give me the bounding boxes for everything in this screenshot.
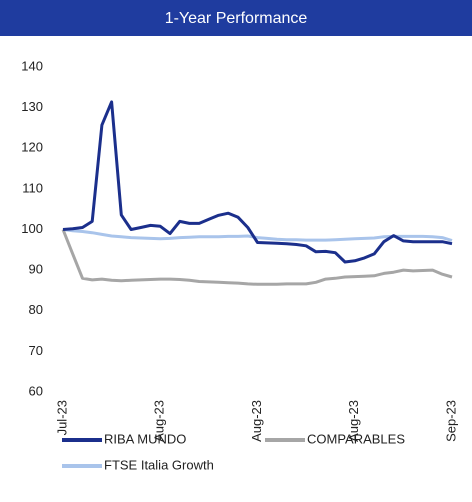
- legend-label: COMPARABLES: [307, 431, 405, 446]
- legend-label: FTSE Italia Growth: [104, 457, 214, 472]
- y-tick-label: 100: [21, 221, 43, 236]
- y-tick-label: 110: [22, 180, 43, 195]
- y-tick-label: 120: [21, 140, 43, 155]
- y-tick-label: 80: [29, 302, 43, 317]
- title-banner: [0, 0, 472, 36]
- series-line: [62, 228, 453, 242]
- y-tick-label: 60: [29, 383, 43, 398]
- x-tick-label: Aug-23: [346, 400, 361, 442]
- x-tick-label: Aug-23: [249, 400, 264, 442]
- x-tick-label: Sep-23: [443, 400, 458, 442]
- y-tick-label: 140: [21, 58, 43, 73]
- x-tick-label: Jul-23: [54, 400, 69, 435]
- series-line: [62, 100, 453, 264]
- series-line: [61, 228, 453, 286]
- y-tick-label: 90: [29, 262, 43, 277]
- y-tick-label: 70: [29, 343, 43, 358]
- chart-title: 1-Year Performance: [165, 10, 308, 27]
- x-tick-label: Aug-23: [152, 400, 167, 442]
- legend-label: RIBA MUNDO: [104, 431, 186, 446]
- y-tick-label: 130: [21, 99, 43, 114]
